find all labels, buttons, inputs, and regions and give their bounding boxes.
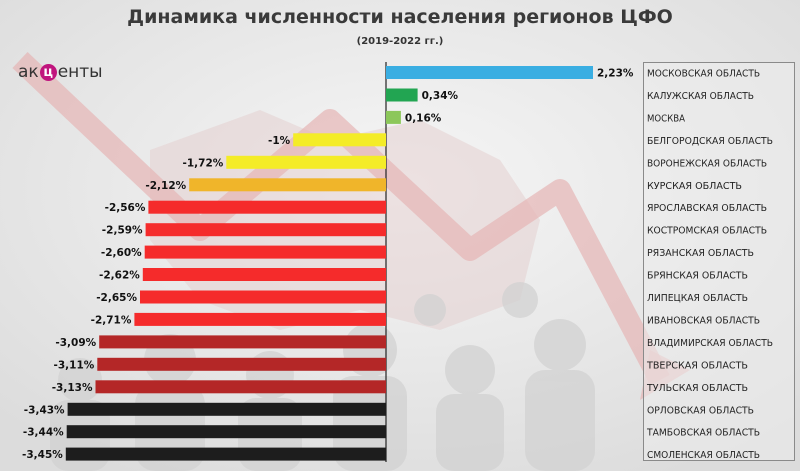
region-labels-frame [643,62,795,461]
bar-value-label-11: -2,65% [96,292,137,304]
bar-value-label-5: -1,72% [183,157,224,169]
bar-value-label-1: 2,23% [597,68,634,80]
akcenty-logo: ак ц енты [18,62,103,82]
bar-12 [134,312,386,326]
bar-3 [386,110,401,124]
category-label-8: КОСТРОМСКАЯ ОБЛАСТЬ [647,226,767,237]
bar-11 [140,290,386,304]
category-label-6: КУРСКАЯ ОБЛАСТЬ [647,181,742,192]
bar-13 [99,335,386,349]
category-label-13: ВЛАДИМИРСКАЯ ОБЛАСТЬ [647,338,773,349]
logo-text-start: ак [18,62,39,82]
bar-value-label-2: 0,34% [422,90,459,102]
category-label-5: ВОРОНЕЖСКАЯ ОБЛАСТЬ [647,158,767,169]
bar-value-label-18: -3,45% [22,449,63,461]
bar-2 [386,88,418,102]
category-label-14: ТВЕРСКАЯ ОБЛАСТЬ [646,360,748,371]
category-label-1: МОСКОВСКАЯ ОБЛАСТЬ [647,69,760,80]
bar-value-label-15: -3,13% [52,382,93,394]
category-label-2: КАЛУЖСКАЯ ОБЛАСТЬ [647,91,754,102]
bar-18 [65,447,387,461]
bar-value-label-13: -3,09% [55,337,96,349]
bar-1 [386,66,593,79]
bar-15 [95,380,386,394]
bar-value-label-10: -2,62% [99,270,140,282]
bar-value-label-17: -3,44% [23,427,64,439]
chart-title: Динамика численности населения регионов … [127,6,673,28]
bar-5 [226,155,386,169]
bar-9 [144,245,386,259]
bar-value-label-12: -2,71% [91,314,132,326]
bar-8 [145,223,386,237]
bar-17 [66,425,386,439]
bar-10 [142,268,386,281]
logo-text-end: енты [57,62,103,82]
category-label-10: БРЯНСКАЯ ОБЛАСТЬ [647,271,748,282]
chart-subtitle: (2019-2022 гг.) [356,36,444,47]
bar-value-label-6: -2,12% [145,180,186,192]
category-label-7: ЯРОСЛАВСКАЯ ОБЛАСТЬ [647,203,767,214]
category-label-18: СМОЛЕНСКАЯ ОБЛАСТЬ [647,450,760,461]
category-label-12: ИВАНОВСКАЯ ОБЛАСТЬ [647,315,760,326]
bar-value-label-9: -2,60% [101,247,142,259]
bar-value-label-3: 0,16% [405,112,442,124]
category-label-15: ТУЛЬСКАЯ ОБЛАСТЬ [646,383,748,394]
bar-value-label-7: -2,56% [105,202,146,214]
bar-value-label-4: -1% [268,135,291,147]
bar-value-label-16: -3,43% [24,404,65,416]
bar-value-label-8: -2,59% [102,225,143,237]
bar-14 [97,357,387,371]
category-label-9: РЯЗАНСКАЯ ОБЛАСТЬ [647,248,754,259]
bar-7 [148,200,386,214]
bar-6 [189,178,386,192]
bar-16 [67,402,386,416]
category-label-16: ОРЛОВСКАЯ ОБЛАСТЬ [647,405,754,416]
logo-accent-letter: ц [39,64,57,81]
bar-value-label-14: -3,11% [54,359,95,371]
category-label-17: ТАМБОВСКАЯ ОБЛАСТЬ [646,428,760,439]
category-label-11: ЛИПЕЦКАЯ ОБЛАСТЬ [647,293,748,304]
category-label-3: МОСКВА [647,113,685,124]
bar-4 [293,133,386,147]
category-label-4: БЕЛГОРОДСКАЯ ОБЛАСТЬ [647,136,773,147]
